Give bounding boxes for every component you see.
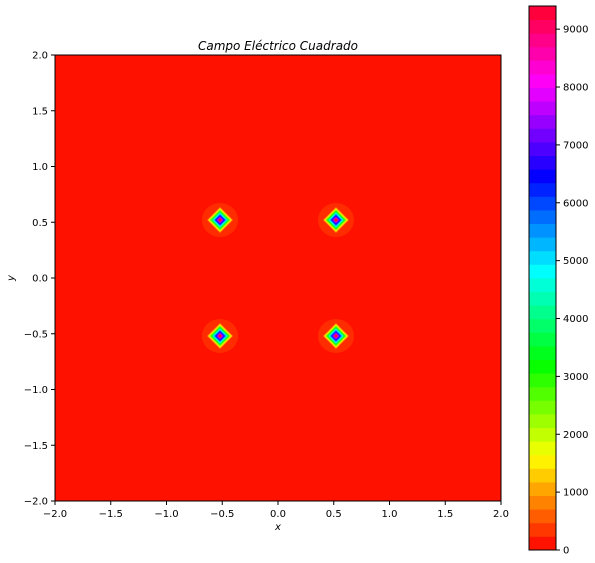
colorbar-level — [529, 305, 556, 320]
y-tick-label: −1.5 — [24, 441, 48, 452]
colorbar-level — [529, 536, 556, 551]
x-axis-label: x — [274, 522, 281, 533]
colorbar-level — [529, 128, 556, 143]
chart-title: Campo Eléctrico Cuadrado — [198, 39, 358, 53]
colorbar-level — [529, 318, 556, 333]
y-tick-label: 1.0 — [32, 162, 48, 173]
colorbar-level — [529, 359, 556, 374]
colorbar-level — [529, 468, 556, 483]
x-tick-label: −1.0 — [154, 509, 178, 520]
y-axis: 2.0 1.5 1.0 0.5 0.0 −0.5 −1.0 −1.5 −2.0 — [24, 51, 55, 508]
y-axis-label: y — [6, 274, 17, 282]
x-tick-label: −1.5 — [99, 509, 123, 520]
colorbar-tick-label: 2000 — [563, 430, 588, 441]
y-tick-label: 1.5 — [32, 106, 48, 117]
colorbar-level — [529, 155, 556, 170]
colorbar-level — [529, 182, 556, 197]
colorbar-level — [529, 46, 556, 61]
colorbar-level — [529, 210, 556, 224]
colorbar-level — [529, 74, 556, 88]
charge-marker — [202, 318, 239, 353]
colorbar-level — [529, 332, 556, 347]
colorbar-level — [529, 250, 556, 265]
colorbar-level — [529, 495, 556, 510]
x-axis: −2.0 −1.5 −1.0 −0.5 0.0 0.5 1.0 1.5 2.0 — [43, 501, 509, 520]
y-tick-label: 2.0 — [32, 51, 48, 62]
plot-background — [55, 55, 501, 501]
colorbar-level — [529, 400, 556, 415]
x-tick-label: 0.0 — [270, 509, 286, 520]
y-tick-label: −2.0 — [24, 497, 48, 508]
colorbar-tick-label: 6000 — [563, 198, 588, 209]
colorbar-tick-label: 4000 — [563, 314, 588, 325]
colorbar-tick-label: 0 — [563, 546, 569, 557]
x-tick-label: 1.5 — [437, 509, 453, 520]
colorbar-level — [529, 509, 556, 524]
colorbar-axis: 0 1000 2000 3000 4000 5000 6000 7000 8000 9000 — [556, 25, 588, 557]
colorbar-level — [529, 346, 556, 360]
colorbar-level — [529, 441, 556, 456]
colorbar-level — [529, 33, 556, 48]
colorbar-level — [529, 278, 556, 292]
colorbar-level — [529, 196, 556, 211]
plot-area — [54, 54, 502, 502]
colorbar-frame — [528, 5, 557, 551]
colorbar-tick-label: 5000 — [563, 256, 588, 267]
colorbar-level — [529, 142, 556, 156]
charge-markers — [202, 203, 354, 353]
colorbar-level — [529, 19, 556, 34]
colorbar-level — [529, 291, 556, 306]
colorbar-tick-label: 3000 — [563, 372, 588, 383]
colorbar-level — [529, 373, 556, 388]
colorbar-tick-label: 1000 — [563, 488, 588, 499]
colorbar-level — [529, 87, 556, 102]
x-tick-label: 1.0 — [382, 509, 398, 520]
colorbar-level — [529, 223, 556, 238]
colorbar-level — [529, 482, 556, 496]
x-tick-label: −0.5 — [210, 509, 234, 520]
colorbar-level — [529, 522, 556, 537]
colorbar-gradient — [529, 6, 556, 551]
charge-marker — [202, 203, 239, 238]
charge-marker — [317, 203, 354, 238]
x-tick-label: 2.0 — [493, 509, 509, 520]
colorbar-level — [529, 114, 556, 129]
colorbar-level — [529, 237, 556, 252]
colorbar-level — [529, 454, 556, 469]
colorbar-level — [529, 101, 556, 116]
colorbar-tick-label: 9000 — [563, 25, 588, 36]
colorbar-level — [529, 6, 556, 20]
colorbar: 0 1000 2000 3000 4000 5000 6000 7000 8000 9000 — [528, 5, 588, 557]
charge-marker — [317, 318, 354, 353]
y-tick-label: 0.0 — [32, 274, 48, 285]
x-tick-label: −2.0 — [43, 509, 67, 520]
colorbar-level — [529, 264, 556, 279]
colorbar-tick-label: 8000 — [563, 83, 588, 94]
colorbar-tick-label: 7000 — [563, 140, 588, 151]
y-tick-label: −1.0 — [24, 385, 48, 396]
colorbar-level — [529, 427, 556, 442]
colorbar-level — [529, 60, 556, 75]
colorbar-level — [529, 169, 556, 184]
y-tick-label: 0.5 — [32, 218, 48, 229]
x-tick-label: 0.5 — [326, 509, 342, 520]
y-tick-label: −0.5 — [24, 329, 48, 340]
colorbar-level — [529, 386, 556, 401]
colorbar-level — [529, 414, 556, 428]
